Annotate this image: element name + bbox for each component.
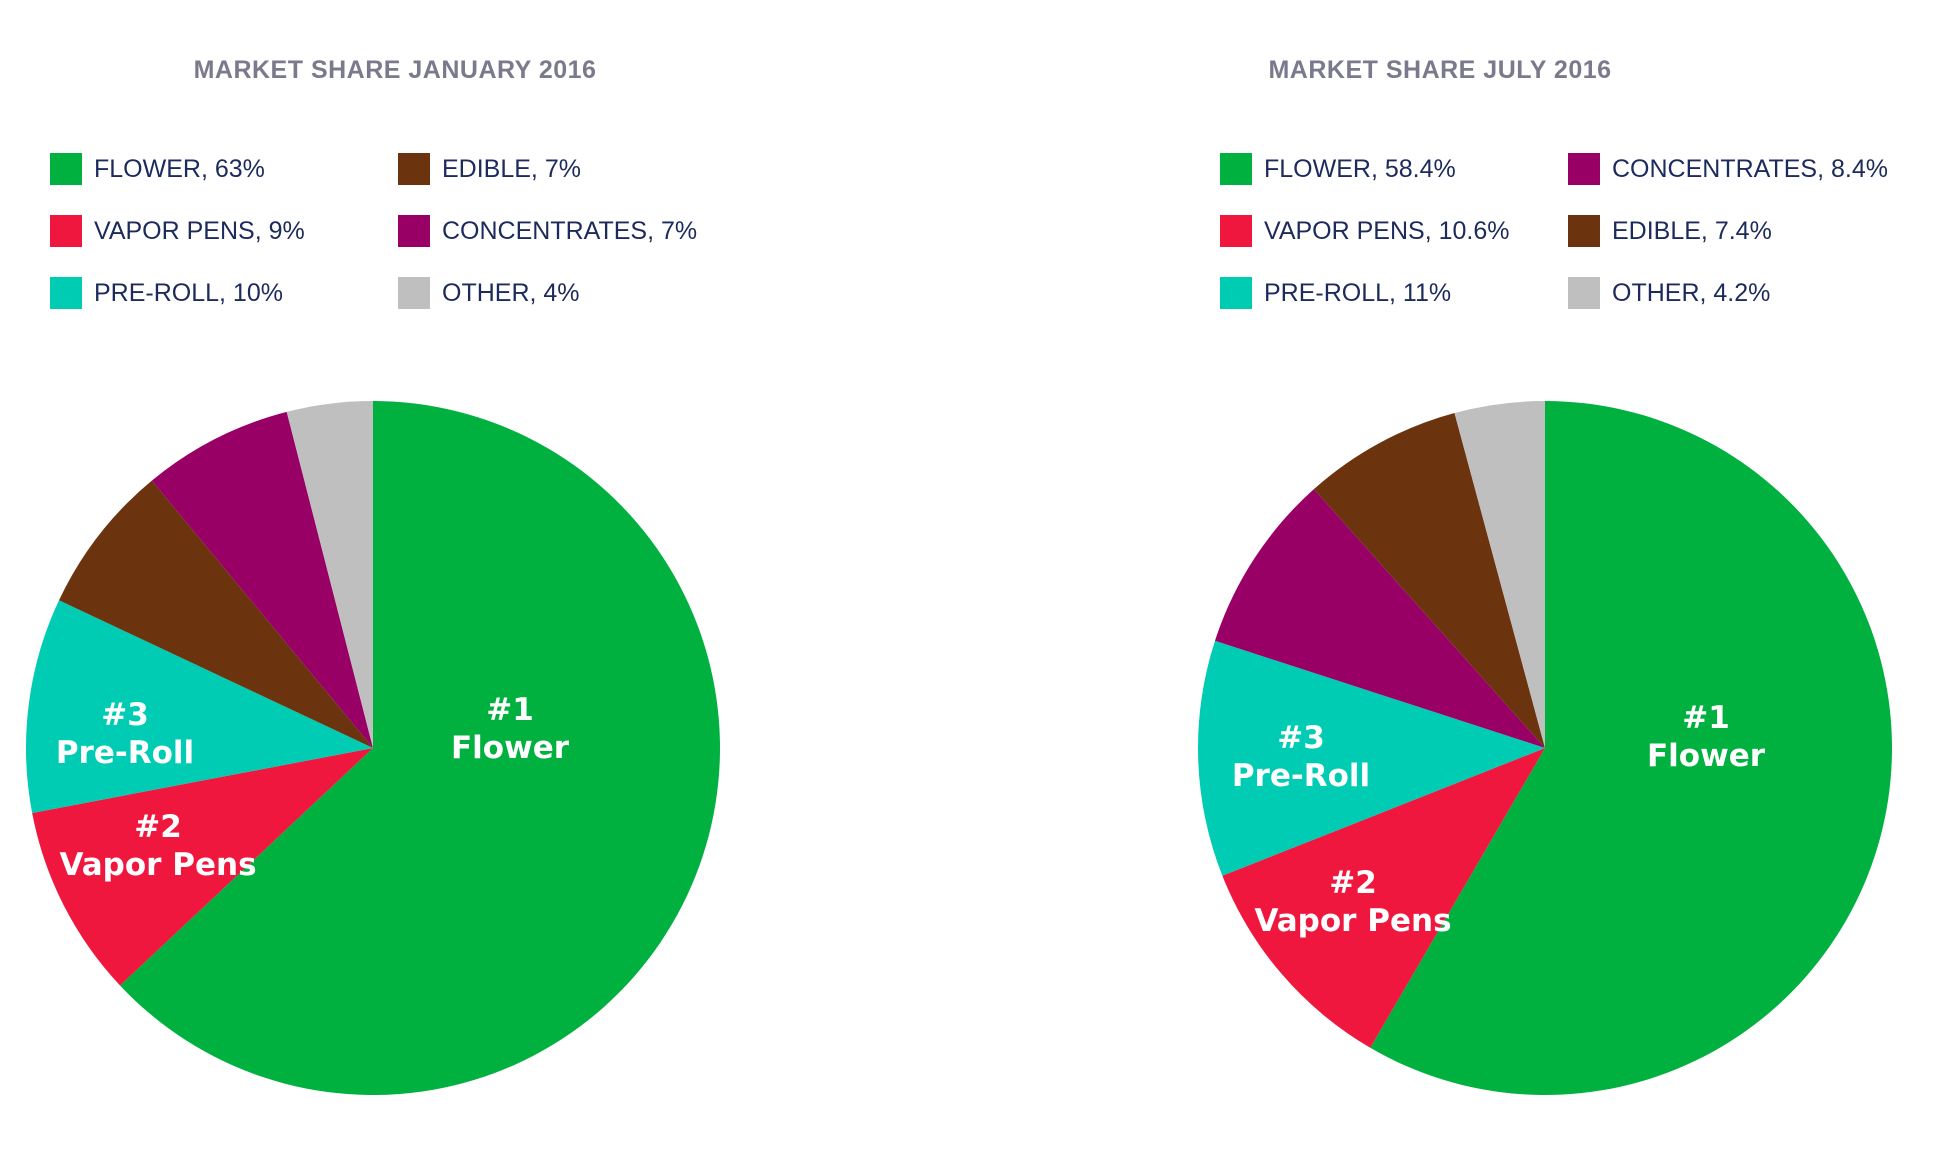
legend-item-vapor-pens: VAPOR PENS, 10.6% — [1220, 214, 1509, 248]
pie-slice-pre-roll — [1198, 640, 1545, 876]
pie-slice-flower — [1370, 400, 1892, 1095]
legend-item-edible: EDIBLE, 7% — [398, 152, 581, 186]
legend-label: CONCENTRATES, 7% — [442, 216, 698, 245]
legend-item-flower: FLOWER, 63% — [50, 152, 265, 186]
pie-slice-concentrates — [1214, 489, 1545, 748]
legend-swatch — [50, 277, 82, 309]
legend-label: VAPOR PENS, 9% — [94, 216, 305, 245]
legend-swatch — [1220, 153, 1252, 185]
legend-label: VAPOR PENS, 10.6% — [1264, 216, 1510, 245]
legend-swatch — [50, 153, 82, 185]
legend-label: OTHER, 4.2% — [1612, 278, 1771, 307]
pie-slice-vapor-pens — [1222, 748, 1545, 1048]
legend-item-pre-roll: PRE-ROLL, 11% — [1220, 276, 1451, 310]
chart-january-2016: MARKET SHARE JANUARY 2016 FLOWER, 63% VA… — [26, 56, 950, 1095]
slice-name-label: Flower — [451, 730, 570, 766]
slice-name-label: Vapor Pens — [1254, 903, 1451, 939]
legend-swatch — [1220, 277, 1252, 309]
slice-name-label: Pre-Roll — [1232, 758, 1370, 794]
slice-name-label: Flower — [1647, 738, 1766, 774]
legend-item-edible: EDIBLE, 7.4% — [1568, 214, 1772, 248]
legend-swatch — [1568, 215, 1600, 247]
legend-swatch — [398, 277, 430, 309]
legend-swatch — [1568, 277, 1600, 309]
slice-rank-label: #2 — [1329, 865, 1377, 901]
chart-title: MARKET SHARE JULY 2016 — [1268, 56, 1612, 84]
slice-rank-label: #3 — [101, 697, 149, 733]
legend: FLOWER, 58.4% VAPOR PENS, 10.6% PRE-ROLL… — [1220, 152, 1940, 352]
legend-label: OTHER, 4% — [442, 278, 580, 307]
pie-slice-edible — [59, 480, 373, 748]
pie-slice-pre-roll — [26, 600, 374, 814]
pie-slice-other — [286, 401, 373, 748]
legend-swatch — [398, 153, 430, 185]
slice-name-label: Pre-Roll — [56, 735, 194, 771]
legend-swatch — [1220, 215, 1252, 247]
legend-swatch — [398, 215, 430, 247]
legend-item-concentrates: CONCENTRATES, 7% — [398, 214, 697, 248]
pie-slice-flower — [120, 401, 721, 1095]
chart-title: MARKET SHARE JANUARY 2016 — [193, 56, 597, 84]
legend-item-flower: FLOWER, 58.4% — [1220, 152, 1456, 186]
legend: FLOWER, 63% VAPOR PENS, 9% PRE-ROLL, 10%… — [50, 152, 950, 352]
pie-slice-concentrates — [151, 411, 373, 748]
legend-label: CONCENTRATES, 8.4% — [1612, 154, 1888, 183]
legend-item-other: OTHER, 4.2% — [1568, 276, 1770, 310]
pie-slice-vapor-pens — [32, 748, 373, 986]
legend-label: EDIBLE, 7% — [442, 154, 581, 183]
slice-rank-label: #2 — [134, 809, 182, 845]
legend-label: FLOWER, 63% — [94, 154, 265, 183]
legend-item-pre-roll: PRE-ROLL, 10% — [50, 276, 283, 310]
pie-slice-edible — [1313, 413, 1545, 748]
legend-swatch — [50, 215, 82, 247]
pie-slice-other — [1454, 401, 1545, 748]
legend-label: PRE-ROLL, 11% — [1264, 278, 1452, 307]
chart-july-2016: MARKET SHARE JULY 2016 FLOWER, 58.4% VAP… — [970, 0, 1940, 1152]
legend-swatch — [1568, 153, 1600, 185]
slice-name-label: Vapor Pens — [59, 847, 256, 883]
legend-item-other: OTHER, 4% — [398, 276, 580, 310]
legend-label: EDIBLE, 7.4% — [1612, 216, 1772, 245]
slice-rank-label: #1 — [486, 692, 534, 728]
slice-rank-label: #3 — [1277, 720, 1325, 756]
legend-label: FLOWER, 58.4% — [1264, 154, 1456, 183]
legend-item-concentrates: CONCENTRATES, 8.4% — [1568, 152, 1888, 186]
legend-item-vapor-pens: VAPOR PENS, 9% — [50, 214, 305, 248]
legend-label: PRE-ROLL, 10% — [94, 278, 283, 307]
slice-rank-label: #1 — [1682, 700, 1730, 736]
